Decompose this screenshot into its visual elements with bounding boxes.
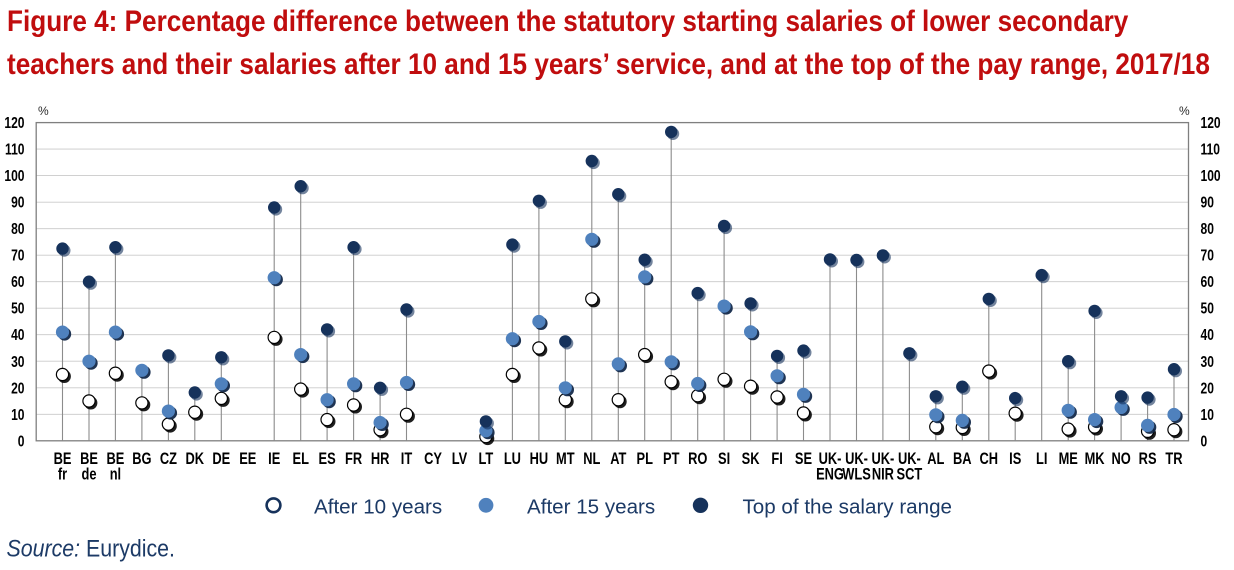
svg-text:NL: NL [583,451,600,469]
svg-text:80: 80 [1201,220,1215,238]
svg-text:WLS: WLS [842,466,871,484]
svg-text:70: 70 [1201,246,1215,264]
svg-text:CH: CH [980,451,999,469]
svg-text:FI: FI [771,451,782,469]
svg-text:SCT: SCT [897,466,923,484]
svg-text:SK: SK [742,451,760,469]
svg-text:fr: fr [58,466,68,484]
svg-text:50: 50 [1201,299,1215,317]
svg-text:LT: LT [479,451,494,469]
svg-text:ENG: ENG [816,466,844,484]
svg-text:LU: LU [504,451,521,469]
svg-text:MT: MT [556,451,575,469]
svg-text:80: 80 [11,220,25,238]
svg-text:EL: EL [292,451,308,469]
svg-text:90: 90 [11,193,25,211]
svg-text:FR: FR [345,451,362,469]
svg-text:Source: Eurydice.: Source: Eurydice. [7,534,175,561]
svg-text:CZ: CZ [160,451,177,469]
svg-text:MK: MK [1085,451,1105,469]
svg-text:110: 110 [5,140,25,158]
svg-text:40: 40 [11,326,25,344]
svg-text:TR: TR [1165,451,1182,469]
svg-text:SE: SE [795,451,812,469]
svg-text:120: 120 [4,114,24,132]
svg-text:AL: AL [927,451,944,469]
svg-text:DE: DE [212,451,230,469]
svg-text:RS: RS [1139,451,1157,469]
svg-text:NO: NO [1111,451,1130,469]
svg-text:90: 90 [1201,193,1215,211]
svg-text:40: 40 [1201,326,1215,344]
svg-text:LI: LI [1036,451,1047,469]
svg-text:70: 70 [11,246,25,264]
svg-text:0: 0 [1201,432,1208,450]
svg-text:%: % [38,104,49,118]
svg-text:30: 30 [1201,352,1215,370]
svg-text:30: 30 [11,352,25,370]
svg-text:LV: LV [452,451,468,469]
svg-text:20: 20 [11,379,25,397]
svg-text:nl: nl [110,466,121,484]
svg-text:110: 110 [1201,140,1221,158]
svg-text:HU: HU [530,451,549,469]
svg-text:100: 100 [1201,167,1221,185]
svg-text:Top of the salary range: Top of the salary range [743,496,953,519]
svg-text:PT: PT [663,451,679,469]
svg-text:100: 100 [4,167,24,185]
svg-text:NIR: NIR [872,466,894,484]
svg-text:BE: BE [106,451,124,469]
svg-text:PL: PL [636,451,652,469]
svg-text:CY: CY [424,451,442,469]
svg-text:AT: AT [610,451,626,469]
svg-text:After 10 years: After 10 years [314,496,442,519]
svg-text:60: 60 [1201,273,1215,291]
svg-text:After 15 years: After 15 years [527,496,655,519]
svg-text:DK: DK [186,451,205,469]
svg-text:10: 10 [1201,405,1215,423]
svg-text:BE: BE [80,451,98,469]
svg-text:UK-: UK- [871,451,894,469]
svg-text:BE: BE [54,451,72,469]
svg-text:50: 50 [11,299,25,317]
svg-text:120: 120 [1201,114,1221,132]
svg-text:20: 20 [1201,379,1215,397]
svg-text:SI: SI [718,451,730,469]
svg-text:RO: RO [688,451,707,469]
svg-text:UK-: UK- [819,451,842,469]
svg-text:de: de [81,466,96,484]
svg-text:EE: EE [239,451,256,469]
svg-text:%: % [1179,104,1190,118]
svg-text:UK-: UK- [898,451,921,469]
svg-text:IE: IE [268,451,280,469]
svg-text:IS: IS [1009,451,1021,469]
svg-text:BA: BA [953,451,972,469]
svg-text:ME: ME [1059,451,1078,469]
svg-text:60: 60 [11,273,25,291]
svg-text:ES: ES [319,451,336,469]
svg-text:10: 10 [11,405,25,423]
svg-text:IT: IT [401,451,412,469]
svg-text:UK-: UK- [845,451,868,469]
svg-text:HR: HR [371,451,390,469]
svg-text:BG: BG [132,451,151,469]
svg-text:0: 0 [18,432,25,450]
